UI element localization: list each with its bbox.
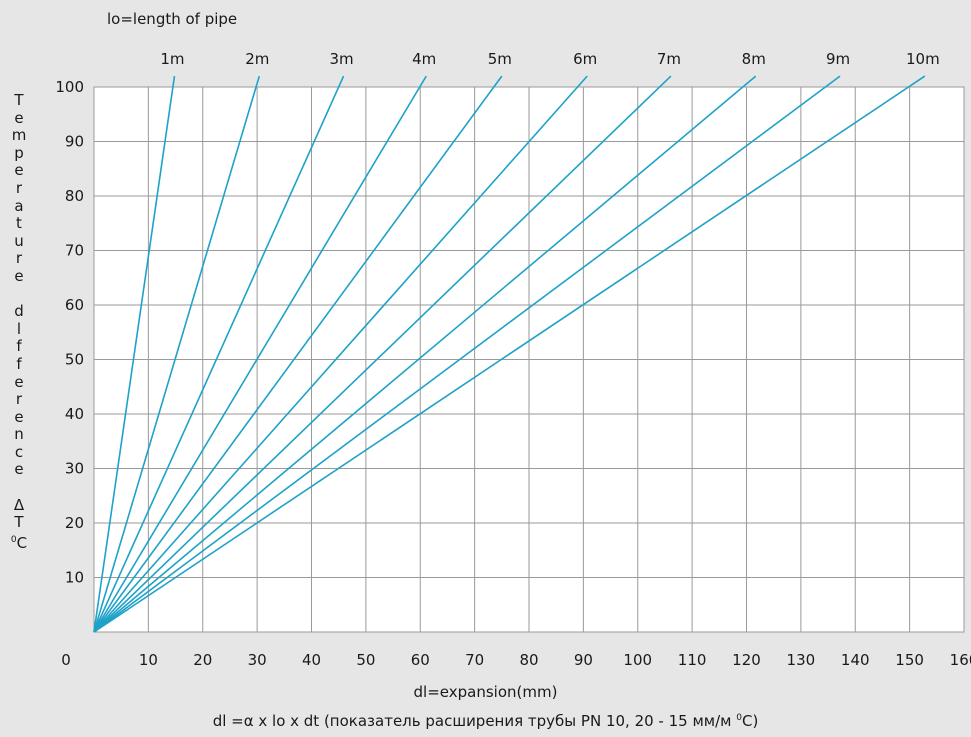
y-tick-label: 90: [65, 133, 84, 151]
x-tick-label: 110: [678, 651, 707, 669]
x-tick-label: 80: [519, 651, 538, 669]
y-axis-label-letter: l: [16, 319, 22, 338]
series-label-2m: 2m: [245, 50, 269, 68]
x-tick-label: 60: [411, 651, 430, 669]
y-axis-label-letter: e: [14, 108, 24, 127]
series-line-6m: [93, 75, 588, 633]
x-tick-label: 50: [356, 651, 375, 669]
x-tick-label: 140: [841, 651, 870, 669]
y-axis-label-letter: r: [15, 390, 23, 409]
series-label-4m: 4m: [412, 50, 436, 68]
y-axis-label-letter: u: [14, 231, 24, 250]
x-tick-label: 120: [732, 651, 761, 669]
y-axis-label-letter: Δ: [13, 495, 25, 514]
y-tick-label: 20: [65, 514, 84, 532]
series-label-5m: 5m: [488, 50, 512, 68]
series-label-3m: 3m: [330, 50, 354, 68]
y-axis-label-letter: t: [16, 214, 22, 233]
series-line-9m: [93, 75, 841, 633]
x-tick-label: 100: [623, 651, 652, 669]
y-axis-label-letter: T: [14, 91, 24, 109]
y-axis-label-letter: d: [14, 302, 24, 321]
y-axis-label-letter: e: [14, 407, 24, 426]
y-tick-label: 50: [65, 351, 84, 369]
y-axis-unit-degree: 0: [10, 534, 17, 545]
x-tick-label: 40: [302, 651, 321, 669]
y-tick-label: 10: [65, 569, 84, 587]
x-tick-label: 0: [61, 651, 71, 669]
y-axis-label-letter: e: [14, 161, 24, 180]
x-tick-label: 30: [248, 651, 267, 669]
series-line-10m: [93, 75, 926, 633]
series-line-1m: [93, 75, 176, 633]
y-axis-unit-letter: C: [16, 533, 28, 552]
y-axis-label-letter: e: [14, 266, 24, 285]
chart-title: lo=length of pipe: [107, 10, 238, 28]
plot-border: [93, 86, 965, 633]
formula-caption: dl =α x lo x dt (показатель расширения т…: [0, 712, 971, 730]
x-tick-label: 10: [139, 651, 158, 669]
x-tick-label: 150: [895, 651, 924, 669]
series-line-2m: [93, 75, 261, 633]
y-axis-label-letter: m: [11, 126, 27, 145]
y-axis-label-letter: p: [14, 143, 24, 162]
y-tick-label: 40: [65, 405, 84, 423]
y-axis-label-letter: e: [14, 372, 24, 391]
y-tick-label: 30: [65, 460, 84, 478]
y-axis-label-letter: c: [14, 442, 24, 461]
formula-unit: C): [741, 712, 759, 730]
series-label-10m: 10m: [906, 50, 940, 68]
formula-text: dl =α x lo x dt (показатель расширения т…: [212, 712, 737, 730]
formula-degree-sup: 0: [736, 713, 742, 723]
x-tick-label: 20: [193, 651, 212, 669]
series-line-5m: [93, 75, 503, 633]
y-tick-label: 80: [65, 187, 84, 205]
y-tick-label: 70: [65, 242, 84, 260]
y-tick-label: 100: [55, 78, 84, 96]
y-axis-label-letter: r: [15, 178, 23, 197]
series-label-1m: 1m: [160, 50, 184, 68]
y-axis-unit: 0C: [8, 532, 30, 552]
y-axis-label-letter: T: [14, 513, 24, 532]
y-axis-label-letter: a: [14, 196, 24, 215]
series-label-6m: 6m: [573, 50, 597, 68]
x-tick-label: 70: [465, 651, 484, 669]
series-line-4m: [93, 75, 427, 633]
y-axis-label-letter: e: [14, 460, 24, 479]
series-label-7m: 7m: [657, 50, 681, 68]
y-tick-label: 60: [65, 296, 84, 314]
series-line-7m: [93, 75, 672, 633]
y-axis-label-letter: r: [15, 249, 23, 268]
x-tick-label: 130: [787, 651, 816, 669]
series-line-8m: [93, 75, 757, 633]
y-axis-label-letter: f: [16, 354, 22, 373]
x-axis-label: dl=expansion(mm): [413, 683, 558, 701]
x-tick-label: 90: [574, 651, 593, 669]
y-axis-label-letter: n: [14, 425, 24, 444]
series-label-8m: 8m: [742, 50, 766, 68]
series-line-3m: [93, 75, 345, 633]
y-axis-label-letter: f: [16, 337, 22, 356]
x-tick-label: 160: [950, 651, 971, 669]
series-label-9m: 9m: [826, 50, 850, 68]
